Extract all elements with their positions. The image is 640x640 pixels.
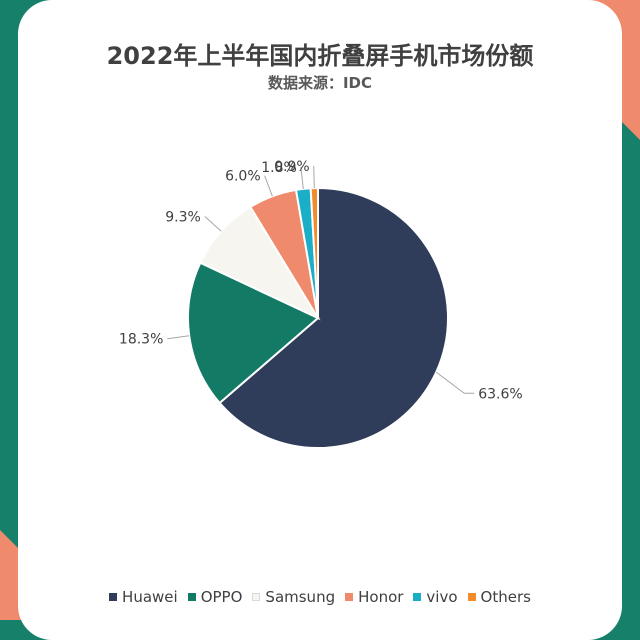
legend-item-samsung: Samsung [252,588,335,606]
legend-label: vivo [426,588,458,606]
legend-label: Samsung [265,588,336,606]
legend-label: Huawei [122,588,178,606]
data-label-oppo: 18.3% [119,332,163,348]
legend-swatch [252,593,261,601]
leader-line-others [313,166,315,189]
chart-subtitle: 数据来源：IDC [267,74,373,92]
data-label-honor: 6.0% [225,169,261,185]
legend-swatch [467,593,476,601]
leader-line-samsung [204,216,222,232]
legend-item-honor: Honor [345,588,403,606]
data-label-huawei: 63.6% [478,386,522,402]
pie-slice-huawei [218,186,449,449]
legend-item-others: Others [467,588,531,606]
leader-line-vivo [300,166,304,189]
legend-swatch [187,593,196,601]
legend-item-oppo: OPPO [187,588,243,606]
pie-slice-oppo [187,261,320,405]
legend-item-vivo: vivo [413,588,458,606]
data-label-samsung: 9.3% [165,210,201,226]
leader-line-huawei [435,371,475,394]
legend-swatch [413,593,422,601]
legend-item-huawei: Huawei [109,588,178,606]
legend-label: Honor [358,588,404,606]
chart-title: 2022年上半年国内折叠屏手机市场份额 [106,42,534,70]
legend-swatch [345,593,354,601]
leader-line-oppo [167,335,190,340]
legend-label: Others [480,588,531,606]
pie-slice-samsung [198,205,321,321]
pie-chart: 63.6% 18.3% 9.3% 6.0%1.8%0.9% [119,159,523,449]
legend-label: OPPO [200,588,243,606]
chart-legend: Huawei OPPO Samsung Honor vivo Others [0,588,640,606]
data-label-vivo: 1.8% [261,160,297,176]
leader-line-honor [264,175,273,197]
data-label-others: 0.9% [274,159,310,175]
legend-swatch [109,593,118,601]
